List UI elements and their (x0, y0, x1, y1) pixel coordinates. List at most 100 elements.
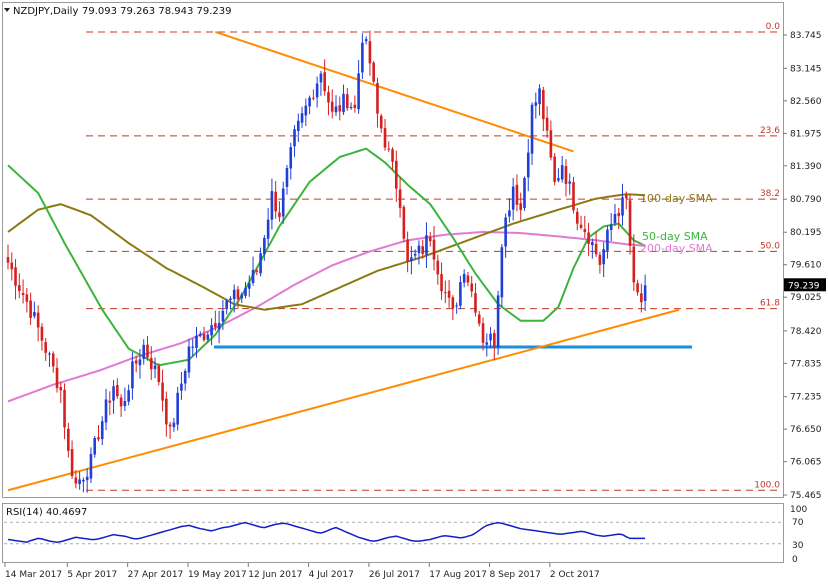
bearish-candle (376, 83, 379, 114)
bullish-candle (266, 219, 270, 239)
bullish-candle (557, 178, 560, 181)
bearish-candle (149, 357, 153, 370)
bearish-candle (255, 270, 259, 272)
price-tick-label: 76.650 (790, 425, 822, 435)
bullish-candle (210, 325, 213, 336)
bearish-candle (428, 237, 432, 242)
current-price-marker: 79.239 (784, 278, 826, 292)
bullish-candle (319, 73, 323, 83)
fib-label: 100.0 (754, 480, 780, 490)
bearish-candle (161, 382, 164, 401)
bearish-candle (598, 254, 602, 265)
bearish-candle (165, 398, 168, 425)
bearish-candle (402, 206, 406, 239)
bullish-candle (33, 312, 36, 317)
bearish-candle (14, 267, 17, 286)
bearish-candle (628, 200, 632, 246)
bearish-candle (214, 323, 217, 328)
price-tick-label: 81.390 (790, 162, 822, 172)
ascending-trendline[interactable] (7, 308, 680, 492)
bearish-candle (67, 428, 70, 451)
bullish-candle (357, 73, 360, 110)
bullish-candle (187, 346, 191, 373)
bearish-candle (346, 94, 349, 109)
ma-label: 50-day SMA (642, 230, 708, 243)
bearish-candle (387, 148, 391, 150)
price-tick-label: 80.790 (790, 195, 822, 205)
bearish-candle (40, 326, 44, 341)
bullish-candle (496, 295, 500, 348)
bullish-candle (511, 186, 515, 210)
bullish-candle (621, 197, 624, 216)
bullish-candle (526, 152, 530, 178)
bullish-candle (48, 353, 51, 355)
bearish-candle (146, 344, 149, 358)
bullish-candle (104, 399, 108, 423)
bearish-candle (493, 333, 496, 348)
bullish-candle (247, 283, 251, 289)
bullish-candle (176, 392, 179, 425)
bearish-candle (624, 195, 628, 199)
bullish-candle (217, 322, 221, 330)
bullish-candle (93, 438, 97, 455)
bearish-candle (617, 212, 621, 217)
bullish-candle (206, 334, 210, 340)
bearish-candle (447, 290, 451, 298)
price-tick-label: 80.195 (790, 228, 822, 238)
bearish-candle (36, 312, 40, 328)
collapse-arrow-icon[interactable] (4, 8, 10, 12)
bullish-candle (195, 335, 198, 348)
bullish-candle (534, 102, 538, 106)
bearish-candle (406, 239, 409, 262)
bearish-candle (575, 211, 579, 224)
fib-label: 23.6 (760, 126, 780, 136)
bearish-candle (10, 262, 14, 270)
bullish-candle (285, 168, 289, 187)
current-price-value: 79.239 (788, 281, 820, 291)
bullish-candle (296, 120, 300, 131)
bullish-candle (508, 210, 511, 217)
bearish-candle (59, 387, 63, 391)
bearish-candle (436, 260, 440, 275)
price-tick-label: 77.235 (790, 393, 822, 403)
bearish-candle (421, 246, 424, 254)
bullish-candle (281, 188, 285, 217)
price-tick-label: 79.025 (790, 293, 822, 303)
chart-header: NZDJPY,Daily 79.093 79.263 78.943 79.239 (4, 6, 232, 17)
bearish-candle (108, 400, 112, 403)
bullish-candle (361, 42, 364, 73)
current-price-box (784, 278, 826, 292)
price-axis: 83.745 83.145 82.560 81.975 81.390 80.790 80.1… (783, 31, 822, 501)
bullish-candle (127, 390, 130, 402)
bearish-candle (278, 212, 281, 217)
price-tick-label: 83.745 (790, 31, 822, 41)
price-tick-label: 78.420 (790, 327, 822, 337)
bullish-candle (349, 106, 353, 109)
bearish-candle (202, 334, 206, 341)
bullish-candle (180, 383, 183, 391)
bullish-candle (609, 224, 613, 230)
bullish-candle (198, 333, 202, 336)
rsi-scale-min: 0 (792, 555, 798, 565)
bearish-candle (594, 243, 598, 255)
fib-label: 61.8 (760, 299, 780, 309)
bullish-candle (364, 39, 368, 42)
time-tick-label: 8 Sep 2017 (490, 570, 541, 580)
bullish-candle (293, 129, 296, 147)
bullish-candle (425, 235, 428, 255)
bullish-candle (538, 88, 541, 105)
bearish-candle (549, 130, 553, 158)
bullish-candle (172, 422, 176, 428)
price-tick-label: 82.560 (790, 97, 822, 107)
bearish-candle (55, 367, 59, 389)
bullish-candle (462, 273, 466, 283)
bearish-candle (444, 292, 447, 294)
descending-trendline[interactable] (215, 30, 574, 153)
rsi-level-70: 70 (792, 518, 804, 528)
bullish-candle (413, 253, 417, 256)
bullish-candle (591, 242, 594, 246)
bearish-candle (395, 160, 398, 189)
bullish-candle (342, 93, 345, 113)
bearish-candle (330, 101, 334, 112)
bullish-candle (142, 344, 146, 359)
